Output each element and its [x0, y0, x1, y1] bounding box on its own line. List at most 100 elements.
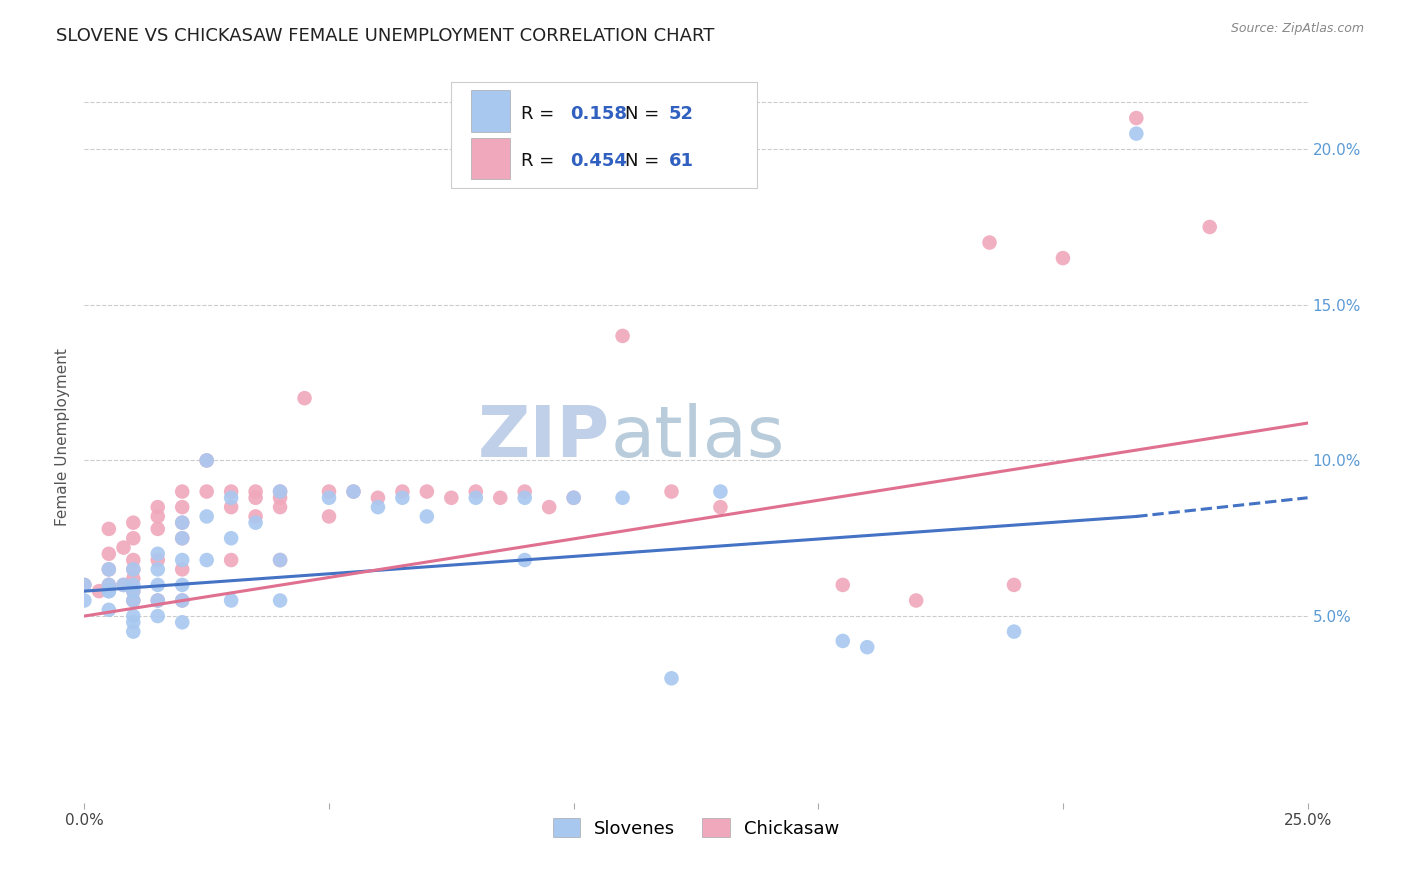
Point	[269, 484, 291, 499]
Point	[97, 578, 120, 592]
Text: N =: N =	[626, 153, 665, 170]
Point	[391, 484, 413, 499]
Point	[440, 491, 463, 505]
Point	[146, 500, 169, 515]
Point	[464, 484, 486, 499]
Text: N =: N =	[626, 104, 665, 123]
FancyBboxPatch shape	[471, 137, 510, 179]
Point	[122, 531, 145, 545]
Point	[709, 484, 731, 499]
Point	[416, 509, 439, 524]
Point	[172, 553, 194, 567]
Point	[661, 484, 683, 499]
Point	[1002, 578, 1025, 592]
Point	[97, 562, 120, 576]
Point	[195, 453, 218, 467]
Point	[122, 572, 145, 586]
Point	[195, 484, 218, 499]
Point	[146, 593, 169, 607]
Text: ZIP: ZIP	[478, 402, 610, 472]
Point	[219, 484, 242, 499]
Point	[146, 553, 169, 567]
Point	[172, 593, 194, 607]
Point	[464, 491, 486, 505]
Point	[831, 578, 853, 592]
Point	[146, 509, 169, 524]
Point	[661, 671, 683, 685]
Point	[146, 547, 169, 561]
Point	[1125, 111, 1147, 125]
Point	[122, 624, 145, 639]
Point	[219, 593, 242, 607]
FancyBboxPatch shape	[471, 90, 510, 132]
Point	[112, 541, 135, 555]
Point	[146, 522, 169, 536]
Point	[97, 522, 120, 536]
Point	[513, 491, 536, 505]
Point	[122, 609, 145, 624]
Point	[87, 584, 110, 599]
Point	[146, 609, 169, 624]
Point	[122, 562, 145, 576]
Point	[97, 562, 120, 576]
Point	[562, 491, 585, 505]
Point	[172, 578, 194, 592]
Point	[112, 578, 135, 592]
Point	[172, 516, 194, 530]
Point	[318, 509, 340, 524]
Point	[122, 584, 145, 599]
Point	[391, 491, 413, 505]
Point	[146, 593, 169, 607]
Point	[122, 553, 145, 567]
Point	[195, 553, 218, 567]
Point	[367, 500, 389, 515]
Point	[245, 491, 267, 505]
Point	[73, 578, 96, 592]
Text: 61: 61	[669, 153, 695, 170]
Point	[97, 547, 120, 561]
Point	[612, 491, 634, 505]
Point	[172, 593, 194, 607]
Point	[219, 553, 242, 567]
Point	[562, 491, 585, 505]
Point	[342, 484, 364, 499]
Point	[122, 584, 145, 599]
FancyBboxPatch shape	[451, 82, 758, 188]
Point	[1002, 624, 1025, 639]
Point	[219, 500, 242, 515]
Point	[1052, 251, 1074, 265]
Point	[195, 453, 218, 467]
Point	[172, 484, 194, 499]
Point	[342, 484, 364, 499]
Text: SLOVENE VS CHICKASAW FEMALE UNEMPLOYMENT CORRELATION CHART: SLOVENE VS CHICKASAW FEMALE UNEMPLOYMENT…	[56, 27, 714, 45]
Point	[367, 491, 389, 505]
Point	[122, 516, 145, 530]
Point	[122, 578, 145, 592]
Point	[538, 500, 561, 515]
Point	[172, 531, 194, 545]
Point	[513, 553, 536, 567]
Legend: Slovenes, Chickasaw: Slovenes, Chickasaw	[546, 811, 846, 845]
Point	[269, 491, 291, 505]
Point	[245, 509, 267, 524]
Text: R =: R =	[522, 153, 560, 170]
Point	[219, 491, 242, 505]
Point	[172, 500, 194, 515]
Point	[122, 593, 145, 607]
Point	[73, 593, 96, 607]
Point	[146, 562, 169, 576]
Point	[122, 593, 145, 607]
Point	[219, 531, 242, 545]
Point	[97, 578, 120, 592]
Point	[269, 553, 291, 567]
Point	[97, 584, 120, 599]
Point	[1125, 127, 1147, 141]
Point	[122, 562, 145, 576]
Point	[245, 484, 267, 499]
Point	[905, 593, 928, 607]
Point	[318, 491, 340, 505]
Point	[245, 516, 267, 530]
Text: atlas: atlas	[610, 402, 785, 472]
Point	[416, 484, 439, 499]
Point	[856, 640, 879, 655]
